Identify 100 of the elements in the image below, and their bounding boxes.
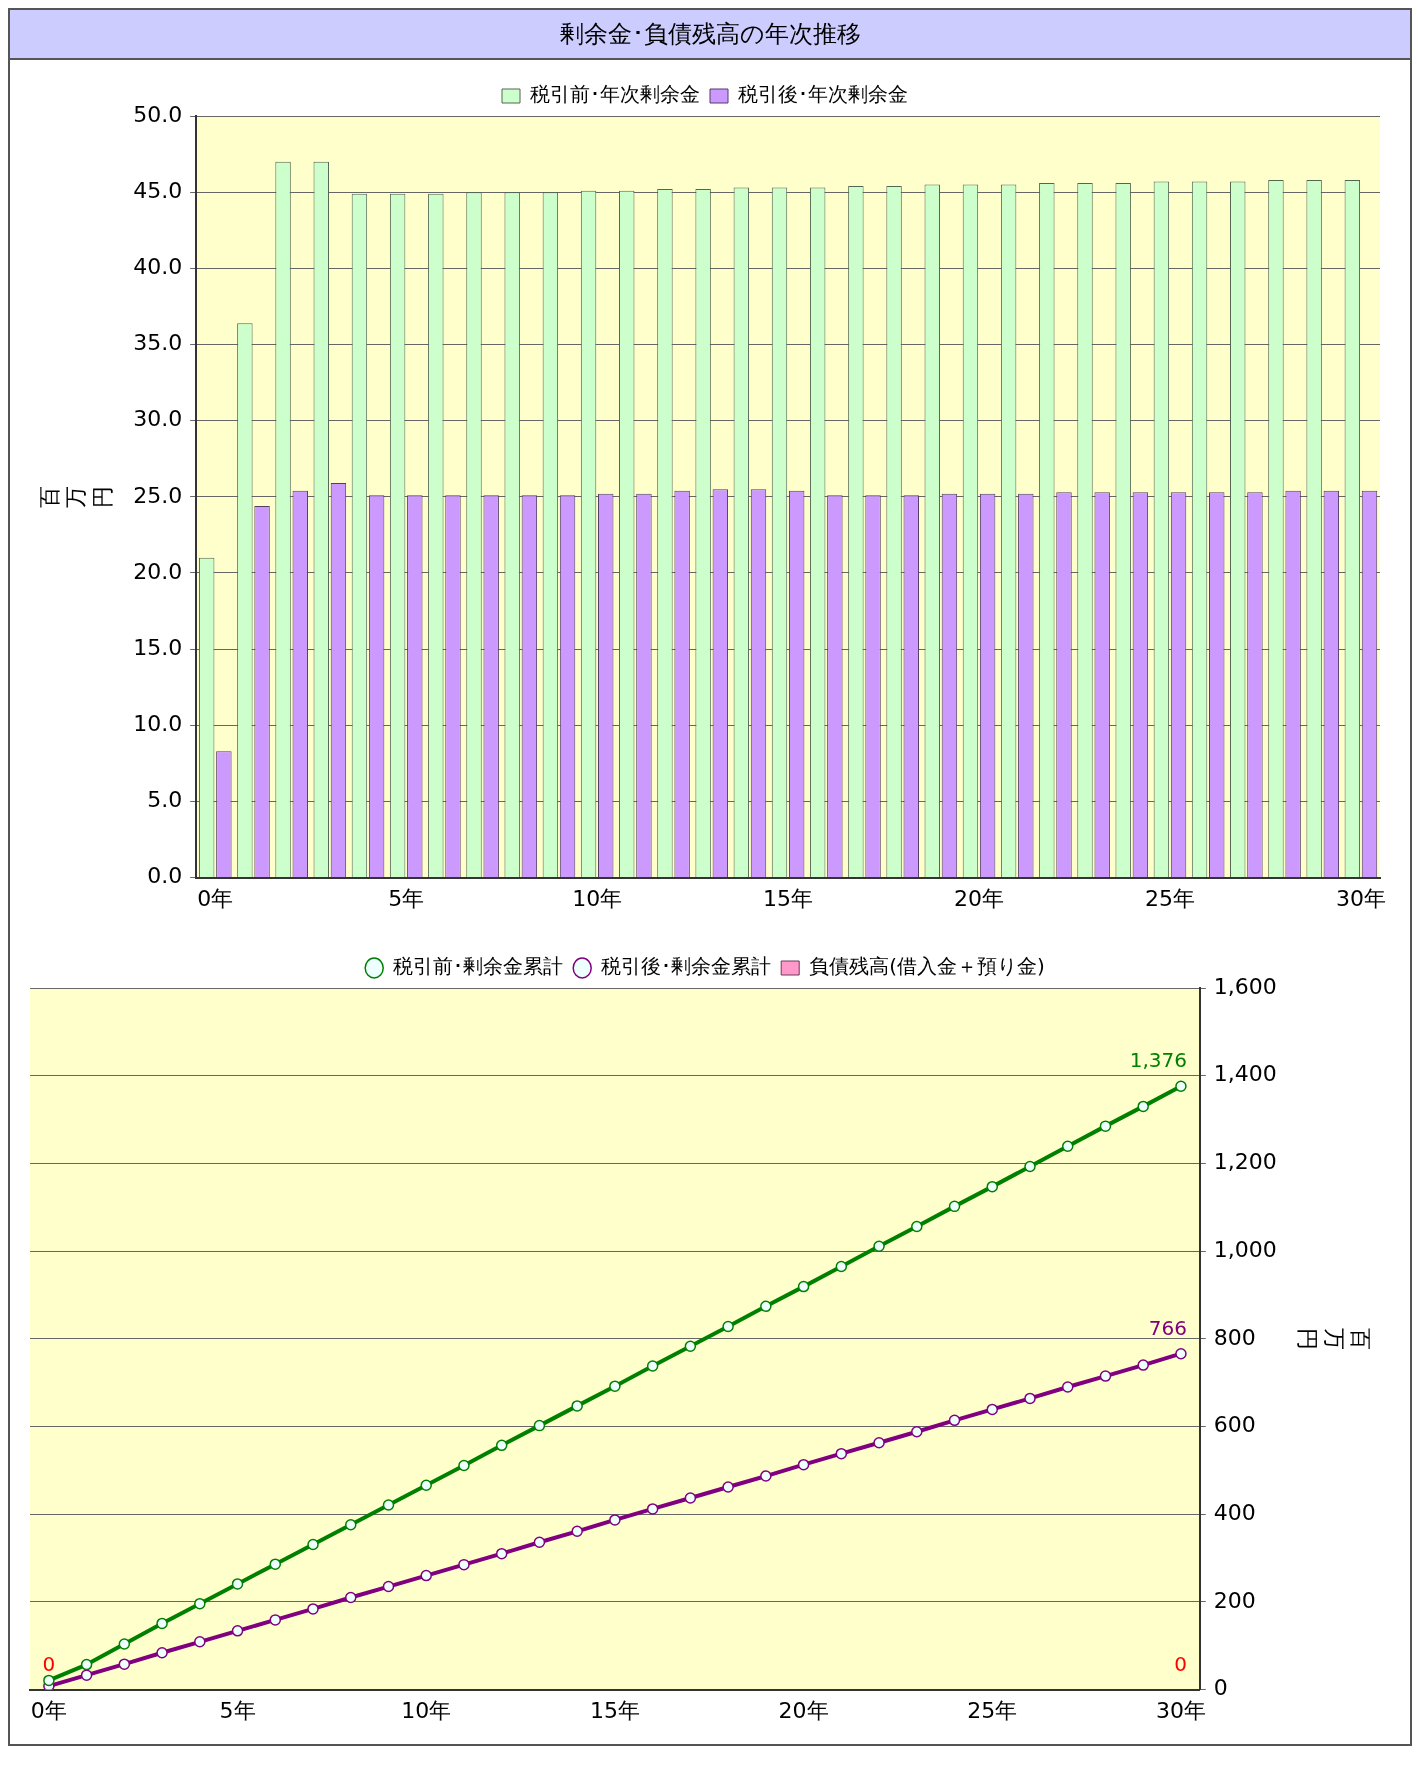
point	[1061, 1381, 1074, 1393]
point	[873, 1436, 885, 1449]
y-tick-label: 5.0	[147, 787, 183, 813]
point	[948, 1414, 961, 1427]
point	[873, 1240, 885, 1253]
point	[382, 1580, 395, 1593]
y2-tick-label: 1,200	[1213, 1149, 1277, 1175]
point	[1024, 1160, 1036, 1173]
point	[345, 1518, 357, 1531]
y-tick-label: 0.0	[147, 863, 183, 889]
y2-tick-label: 1,600	[1213, 973, 1277, 999]
y2-axis-title: 百万円	[1295, 1327, 1374, 1350]
point	[684, 1340, 697, 1353]
legend-label: 負債残高(借入金＋預り金)	[809, 954, 1045, 979]
y-tick-label: 25.0	[133, 482, 183, 508]
point	[345, 1591, 357, 1604]
point	[760, 1300, 772, 1313]
x-tick-label: 10年	[401, 1697, 452, 1723]
point	[269, 1558, 282, 1570]
point	[986, 1403, 999, 1416]
point	[835, 1447, 848, 1460]
x-tick-label: 20年	[954, 885, 1005, 911]
point	[231, 1625, 244, 1637]
point	[533, 1536, 546, 1549]
x-tick-label: 5年	[219, 1697, 256, 1723]
point	[495, 1547, 508, 1560]
point	[722, 1481, 734, 1493]
y-axis-title: 百万円	[36, 485, 115, 508]
point	[1061, 1140, 1074, 1153]
point	[43, 1674, 55, 1687]
x-tick-label: 30年	[1155, 1697, 1206, 1723]
legend-label: 税引後･剰余金累計	[601, 954, 772, 979]
point	[231, 1578, 244, 1590]
x-tick-label: 0年	[30, 1697, 67, 1723]
point	[646, 1360, 659, 1372]
y-tick-label: 10.0	[133, 711, 183, 736]
y-tick-label: 35.0	[133, 330, 183, 356]
point	[458, 1558, 470, 1571]
y-tick-label: 45.0	[133, 177, 183, 203]
point	[420, 1569, 432, 1582]
x-tick-label: 20年	[778, 1697, 829, 1723]
point	[1137, 1100, 1149, 1113]
legend-label: 税引後･年次剰余金	[738, 82, 908, 107]
point	[571, 1400, 583, 1412]
y2-tick-label: 600	[1213, 1412, 1256, 1438]
point	[986, 1180, 999, 1193]
point	[80, 1658, 93, 1671]
point	[118, 1658, 131, 1670]
point	[1099, 1120, 1112, 1132]
point	[1099, 1370, 1112, 1382]
point	[646, 1503, 659, 1515]
y-tick-label: 50.0	[133, 101, 183, 127]
point	[156, 1617, 168, 1630]
point	[118, 1638, 131, 1650]
y-tick-label: 30.0	[133, 406, 183, 432]
point	[797, 1280, 810, 1293]
x-tick-label: 15年	[763, 885, 814, 911]
x-tick-label: 5年	[388, 885, 425, 911]
data-label: 1,376	[1129, 1048, 1187, 1073]
data-label: 0	[42, 1651, 56, 1676]
point	[458, 1459, 470, 1472]
point	[571, 1525, 583, 1538]
x-tick-label: 10年	[572, 885, 623, 911]
y2-tick-label: 200	[1213, 1587, 1256, 1613]
point	[1175, 1080, 1187, 1092]
y-tick-label: 40.0	[133, 254, 183, 280]
point	[80, 1669, 93, 1681]
legend-label: 税引前･剰余金累計	[393, 954, 564, 979]
point	[269, 1614, 282, 1626]
x-tick-label: 30年	[1335, 885, 1386, 911]
point	[1137, 1359, 1149, 1371]
point	[760, 1470, 772, 1482]
x-tick-label: 15年	[589, 1697, 640, 1723]
y2-tick-label: 400	[1213, 1499, 1256, 1525]
chart-title: 剰余金･負債残高の年次推移	[10, 10, 1410, 60]
point	[1175, 1347, 1187, 1360]
point	[684, 1492, 697, 1504]
y2-tick-label: 1,000	[1213, 1236, 1277, 1262]
y-tick-label: 15.0	[133, 634, 183, 660]
y-tick-label: 20.0	[133, 558, 183, 584]
y2-tick-label: 0	[1213, 1675, 1228, 1701]
point	[722, 1320, 734, 1333]
x-tick-label: 25年	[967, 1697, 1018, 1723]
point	[382, 1499, 395, 1511]
x-tick-label: 25年	[1144, 885, 1195, 911]
point	[194, 1636, 206, 1648]
data-label: 766	[1148, 1315, 1187, 1340]
point	[911, 1220, 923, 1233]
point	[156, 1647, 168, 1659]
data-label: 0	[1174, 1651, 1187, 1676]
point	[835, 1260, 848, 1273]
point	[307, 1538, 319, 1551]
point	[1024, 1392, 1036, 1405]
x-tick-label: 0年	[197, 885, 234, 911]
point	[609, 1514, 621, 1526]
legend-label: 税引前･年次剰余金	[530, 82, 700, 107]
point	[307, 1603, 319, 1615]
point	[948, 1200, 961, 1213]
y2-tick-label: 800	[1213, 1324, 1256, 1350]
point	[495, 1439, 508, 1452]
